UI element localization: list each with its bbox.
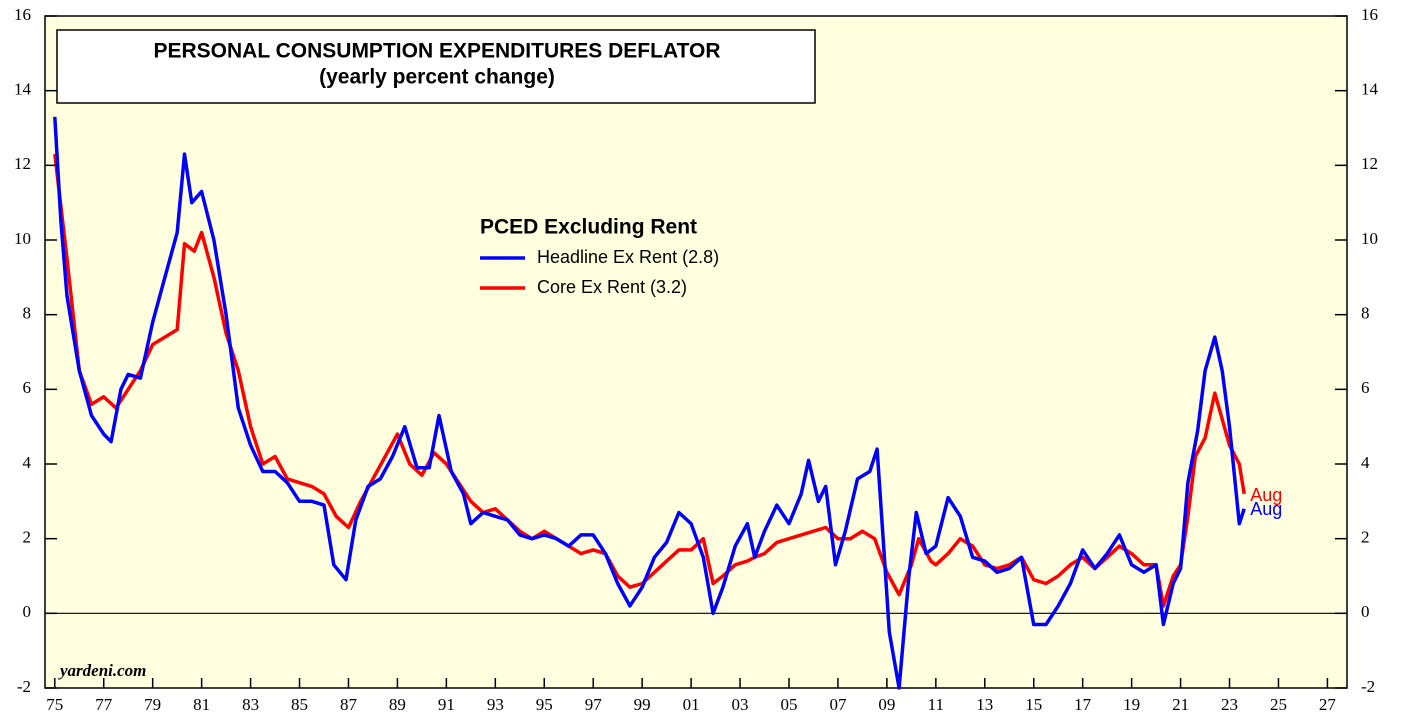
y-tick-label: 12 (14, 154, 31, 173)
x-tick-label: 19 (1123, 695, 1140, 714)
x-tick-label: 87 (340, 695, 358, 714)
x-tick-label: 81 (193, 695, 210, 714)
title-box (56, 29, 816, 104)
marks (45, 116, 1347, 690)
source: yardeni.com (58, 661, 146, 680)
plot-area (44, 15, 1348, 689)
y2-tick-label: 2 (1361, 528, 1370, 547)
x-tick-label: 79 (144, 695, 161, 714)
x-tick-label: 21 (1172, 695, 1189, 714)
y2-tick-label: -2 (1361, 677, 1375, 696)
end-label: Aug (1250, 485, 1282, 505)
y-tick-label: 2 (23, 528, 32, 547)
y-tick-label: 6 (23, 378, 32, 397)
x-tick-label: 13 (976, 695, 993, 714)
y-tick-label: 8 (23, 304, 32, 323)
y-tick-label: -2 (17, 677, 31, 696)
legend-title: PCED Excluding Rent (480, 216, 697, 239)
y2-tick-label: 12 (1361, 154, 1378, 173)
x-tick-label: 11 (928, 695, 944, 714)
x-tick-label: 15 (1025, 695, 1042, 714)
y-tick-label: 10 (14, 229, 31, 248)
y-tick-label: 0 (23, 602, 32, 621)
x-tick-label: 85 (291, 695, 308, 714)
legend-label: Headline Ex Rent (2.8) (537, 247, 719, 267)
x-tick-label: 75 (46, 695, 63, 714)
x-tick-label: 23 (1221, 695, 1238, 714)
y2-tick-label: 14 (1361, 80, 1379, 99)
y2-tick-label: 16 (1361, 5, 1378, 24)
y-tick-label: 14 (14, 80, 32, 99)
x-tick-label: 03 (732, 695, 749, 714)
x-tick-label: 77 (95, 695, 113, 714)
x-tick-label: 83 (242, 695, 259, 714)
x-tick-label: 27 (1319, 695, 1337, 714)
chart-subtitle: (yearly percent change) (319, 66, 555, 89)
x-tick-label: 95 (536, 695, 553, 714)
x-tick-label: 97 (585, 695, 603, 714)
y-tick-label: 4 (23, 453, 32, 472)
x-tick-label: 07 (829, 695, 847, 714)
x-tick-label: 91 (438, 695, 455, 714)
x-tick-label: 01 (683, 695, 700, 714)
x-tick-label: 25 (1270, 695, 1287, 714)
end-label: Aug (1250, 499, 1282, 519)
y2-tick-label: 0 (1361, 602, 1370, 621)
x-tick-label: 05 (781, 695, 798, 714)
y2-tick-label: 6 (1361, 378, 1370, 397)
chart-title: PERSONAL CONSUMPTION EXPENDITURES DEFLAT… (153, 40, 720, 63)
x-tick-label: 93 (487, 695, 504, 714)
y2-tick-label: 10 (1361, 229, 1378, 248)
y2-tick-label: 8 (1361, 304, 1370, 323)
x-tick-label: 99 (634, 695, 651, 714)
series-line (53, 116, 1246, 690)
y-tick-label: 16 (14, 5, 31, 24)
legend-label: Core Ex Rent (3.2) (537, 277, 687, 297)
x-tick-label: 17 (1074, 695, 1092, 714)
x-tick-label: 89 (389, 695, 406, 714)
y2-tick-label: 4 (1361, 453, 1370, 472)
x-tick-label: 09 (878, 695, 895, 714)
